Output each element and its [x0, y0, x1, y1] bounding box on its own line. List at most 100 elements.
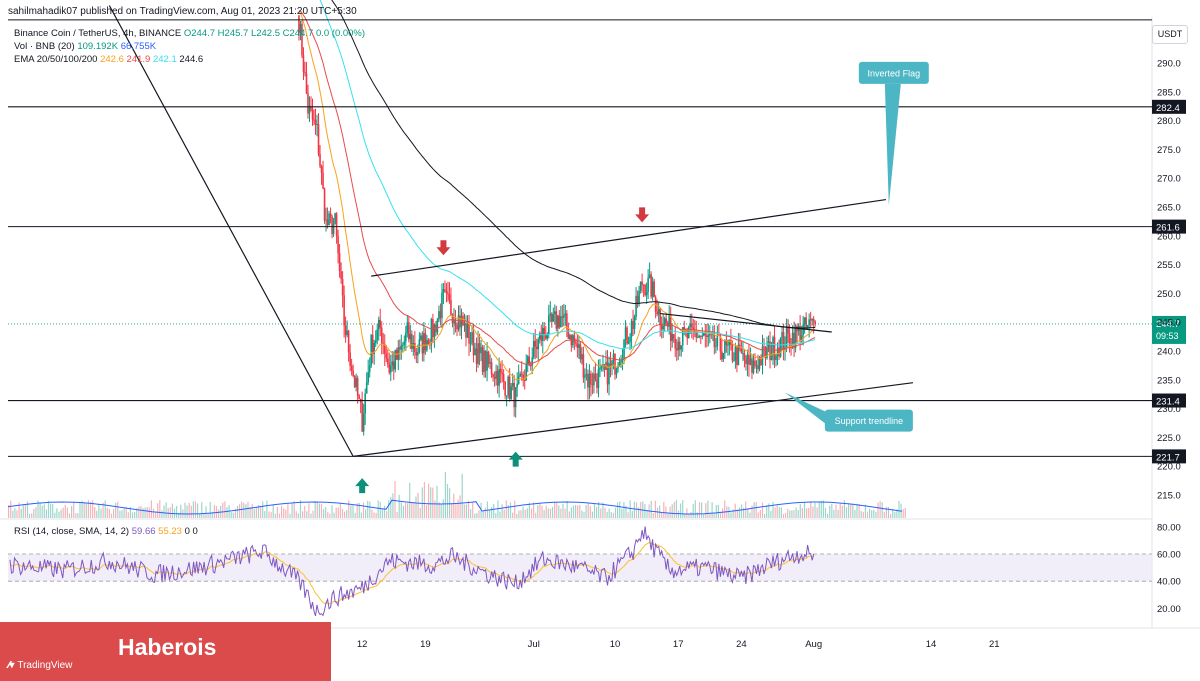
volume-bar — [696, 512, 698, 518]
candle-body — [517, 376, 520, 384]
candle-body — [767, 341, 770, 348]
volume-bar — [155, 512, 157, 518]
candle-body — [645, 291, 648, 296]
candle-body — [523, 379, 526, 381]
ema100-line — [319, 0, 816, 350]
support-trendline — [353, 382, 914, 457]
volume-bar — [514, 500, 516, 518]
candle-body — [709, 332, 711, 336]
candle-body — [641, 281, 643, 285]
volume-bar — [98, 503, 100, 518]
volume-bar — [887, 507, 890, 518]
candle-body — [587, 373, 589, 388]
rsi-tick: 60.00 — [1157, 550, 1181, 561]
volume-bar — [365, 509, 367, 518]
volume-bar — [35, 507, 37, 518]
volume-bar — [751, 505, 753, 518]
volume-bar — [52, 504, 54, 518]
candle-body — [508, 376, 511, 399]
candle-body — [528, 356, 531, 366]
candle-body — [706, 335, 708, 338]
volume-bar — [499, 511, 501, 518]
volume-bar — [404, 502, 407, 518]
candle-body — [566, 313, 568, 329]
candle-body — [317, 123, 320, 155]
ema-label: EMA 20/50/100/200 — [14, 54, 98, 65]
volume-bar — [793, 510, 795, 518]
rsi-legend[interactable]: RSI (14, close, SMA, 14, 2) 59.66 55.23 … — [14, 526, 198, 537]
volume-bar — [144, 507, 146, 518]
volume-bar — [803, 502, 806, 518]
volume-ma-value: 66.755K — [120, 41, 157, 52]
candle-body — [606, 362, 609, 385]
volume-bar — [852, 504, 854, 518]
candle-body — [450, 300, 452, 315]
candle-body — [772, 337, 774, 355]
volume-bar — [673, 502, 675, 518]
volume-bar — [776, 505, 778, 518]
currency-button[interactable]: USDT — [1152, 25, 1188, 44]
volume-bar — [493, 504, 495, 518]
candle-body — [489, 362, 491, 364]
volume-bar — [633, 501, 635, 518]
candle-body — [313, 119, 315, 121]
volume-bar — [16, 510, 18, 518]
candle-body — [298, 15, 300, 33]
candle-body — [779, 338, 782, 357]
volume-bar — [428, 483, 430, 518]
volume-bar — [602, 502, 604, 518]
volume-bar — [316, 501, 318, 518]
tradingview-logo-icon: ⁄⁄▾ — [8, 660, 14, 671]
volume-bar — [572, 505, 575, 518]
candle-body — [636, 295, 639, 305]
volume-bar — [222, 502, 224, 518]
volume-bar — [883, 511, 885, 518]
time-tick: 14 — [926, 639, 937, 650]
tradingview-logo[interactable]: ⁄⁄▾ TradingView — [8, 660, 72, 671]
legend-volume-row[interactable]: Vol · BNB (20) 109.192K 66.755K — [14, 40, 365, 53]
candle-body — [310, 106, 312, 111]
candle-body — [766, 347, 768, 359]
volume-bar — [667, 512, 669, 518]
candle-body — [725, 339, 728, 345]
candle-body — [596, 379, 598, 388]
legend-ema-row[interactable]: EMA 20/50/100/200 242.6 241.9 242.1 244.… — [14, 53, 365, 66]
candle-body — [459, 315, 461, 328]
volume-bar — [470, 509, 472, 518]
volume-bar — [297, 513, 299, 518]
volume-bar — [862, 511, 864, 518]
volume-bar — [711, 502, 713, 518]
candle-body — [430, 318, 433, 345]
candle-body — [405, 332, 407, 342]
candle-body — [364, 393, 366, 414]
candle-body — [338, 253, 341, 272]
candle-body — [502, 374, 505, 382]
volume-bar — [125, 506, 127, 518]
volume-bar — [400, 502, 402, 518]
rsi-tick: 40.00 — [1157, 577, 1181, 588]
volume-bar — [541, 505, 543, 518]
symbol-name[interactable]: Binance Coin / TetherUS, 4h, BINANCE — [14, 28, 182, 39]
candle-body — [392, 361, 395, 370]
volume-bar — [56, 508, 58, 518]
volume-bar — [635, 502, 638, 518]
candle-body — [368, 365, 371, 373]
level-label-bg — [1152, 449, 1186, 464]
candle-body — [713, 331, 716, 347]
volume-bar — [367, 500, 369, 518]
volume-bar — [327, 512, 329, 518]
candle-body — [456, 325, 458, 330]
candle-body — [365, 382, 368, 394]
horizontal-levels — [8, 19, 1152, 457]
chart-legend: Binance Coin / TetherUS, 4h, BINANCE O24… — [14, 27, 365, 66]
candle-body — [519, 373, 521, 377]
volume-bar — [747, 508, 749, 518]
volume-bar — [272, 504, 274, 518]
volume-bar — [638, 507, 640, 518]
candle-body — [469, 342, 472, 344]
candle-body — [337, 235, 339, 254]
volume-bar — [356, 503, 358, 518]
volume-bar — [341, 509, 344, 518]
publisher-line: sahilmahadik07 published on TradingView.… — [8, 6, 357, 17]
